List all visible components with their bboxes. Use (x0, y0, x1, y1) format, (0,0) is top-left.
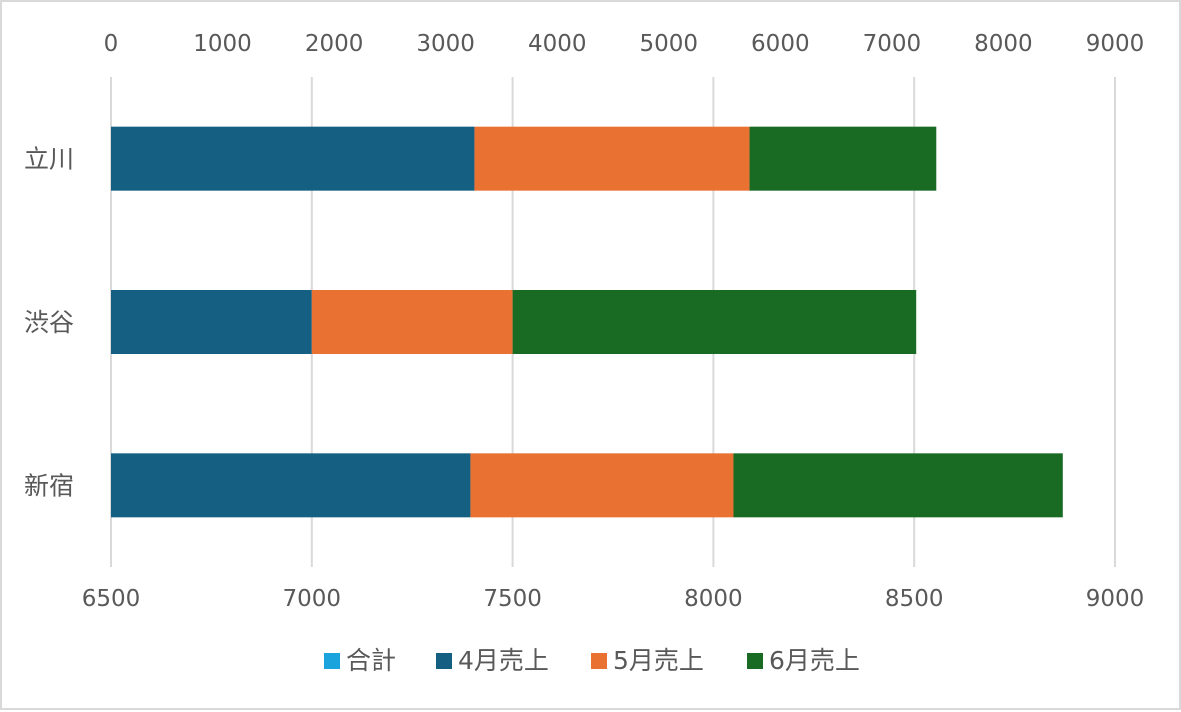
category-label-2: 立川 (24, 145, 74, 174)
bottom-tick-label-5: 9000 (1086, 586, 1145, 612)
legend-swatch-2 (591, 653, 607, 669)
bar-渋谷-5月売上 (311, 290, 513, 354)
top-tick-label-9: 9000 (1086, 31, 1145, 57)
bar-立川-4月売上 (111, 126, 475, 191)
bottom-tick-label-1: 7000 (283, 586, 342, 612)
top-tick-label-5: 5000 (640, 31, 699, 57)
legend-label-2: 5月売上 (613, 646, 704, 675)
top-tick-label-4: 4000 (528, 31, 587, 57)
top-tick-label-1: 1000 (193, 31, 252, 57)
bottom-tick-label-3: 8000 (684, 586, 743, 612)
bar-新宿-4月売上 (111, 453, 471, 518)
top-tick-label-6: 6000 (751, 31, 810, 57)
top-tick-label-2: 2000 (305, 31, 364, 57)
top-tick-label-8: 8000 (974, 31, 1033, 57)
legend-swatch-1 (436, 653, 452, 669)
legend-swatch-3 (747, 653, 763, 669)
bar-新宿-6月売上 (733, 453, 1063, 518)
bar-立川-6月売上 (749, 126, 937, 191)
category-label-1: 渋谷 (24, 308, 74, 337)
bar-渋谷-4月売上 (111, 290, 312, 354)
bottom-tick-label-0: 6500 (82, 586, 141, 612)
bottom-tick-label-4: 8500 (885, 586, 944, 612)
legend-label-3: 6月売上 (769, 646, 860, 675)
legend-label-0: 合計 (346, 646, 396, 675)
bottom-tick-label-2: 7500 (483, 586, 542, 612)
bar-渋谷-6月売上 (512, 290, 917, 354)
legend-swatch-0 (324, 653, 340, 669)
bar-新宿-5月売上 (470, 453, 734, 518)
top-tick-label-0: 0 (104, 31, 119, 57)
top-tick-label-3: 3000 (416, 31, 475, 57)
top-tick-label-7: 7000 (863, 31, 922, 57)
category-label-0: 新宿 (24, 471, 74, 500)
bar-立川-5月売上 (474, 126, 750, 191)
legend-label-1: 4月売上 (458, 646, 549, 675)
